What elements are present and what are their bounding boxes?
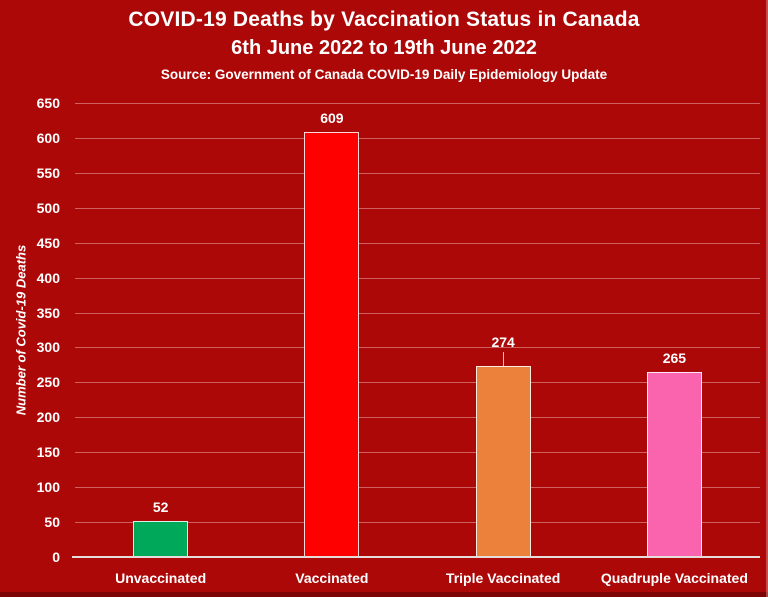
y-tick-label-150: 150 [36, 444, 60, 461]
bar-value-label-quadruple-vaccinated: 265 [662, 349, 687, 366]
y-tick-label-650: 650 [36, 95, 60, 111]
bottom-edge-shadow [0, 592, 768, 597]
chart-source-note: Source: Government of Canada COVID-19 Da… [160, 67, 608, 82]
bar-quadruple-vaccinated [646, 371, 702, 557]
y-tick-label-550: 550 [36, 164, 60, 181]
bar-value-label-triple-vaccinated: 274 [491, 333, 515, 350]
gridline-600 [75, 137, 760, 139]
y-tick-label-50: 50 [44, 514, 60, 531]
bar-unvaccinated [133, 520, 189, 557]
y-tick-label-350: 350 [36, 304, 60, 321]
y-tick-label-0: 0 [52, 549, 60, 565]
bar-triple-vaccinated [475, 365, 531, 557]
y-tick-label-100: 100 [36, 479, 60, 496]
gridline-300 [75, 347, 760, 349]
x-category-label-vaccinated: Vaccinated [295, 570, 369, 586]
chart-subtitle: 6th June 2022 to 19th June 2022 [231, 37, 537, 59]
x-category-label-unvaccinated: Unvaccinated [115, 570, 207, 586]
y-tick-label-300: 300 [36, 339, 60, 356]
y-tick-label-250: 250 [36, 374, 60, 391]
gridline-200 [75, 417, 760, 419]
gridline-500 [75, 207, 760, 209]
gridline-250 [75, 382, 760, 384]
x-category-label-quadruple-vaccinated: Quadruple Vaccinated [600, 570, 748, 586]
plot-area: 0 50 100 150 200 250 300 350 400 450 500 550 600 650 … [37, 95, 760, 586]
gridline-50 [75, 522, 760, 524]
gridline-350 [75, 312, 760, 314]
gridline-150 [75, 452, 760, 454]
gridline-450 [75, 242, 760, 244]
y-tick-label-600: 600 [36, 129, 60, 146]
bar-value-label-unvaccinated: 52 [152, 498, 169, 515]
y-tick-label-450: 450 [36, 234, 60, 251]
gridline-650 [75, 103, 760, 104]
gridline-400 [75, 277, 760, 279]
gridline-550 [75, 172, 760, 174]
x-category-label-triple-vaccinated: Triple Vaccinated [445, 570, 561, 586]
x-axis-line [72, 556, 760, 558]
bar-vaccinated [304, 131, 360, 557]
y-tick-label-200: 200 [36, 409, 60, 426]
chart-title: COVID-19 Deaths by Vaccination Status in… [128, 8, 640, 31]
value-label-leader-line [502, 351, 504, 366]
y-tick-label-500: 500 [36, 199, 60, 216]
y-tick-label-400: 400 [36, 269, 60, 286]
gridline-100 [75, 487, 760, 489]
bar-value-label-vaccinated: 609 [320, 109, 344, 126]
